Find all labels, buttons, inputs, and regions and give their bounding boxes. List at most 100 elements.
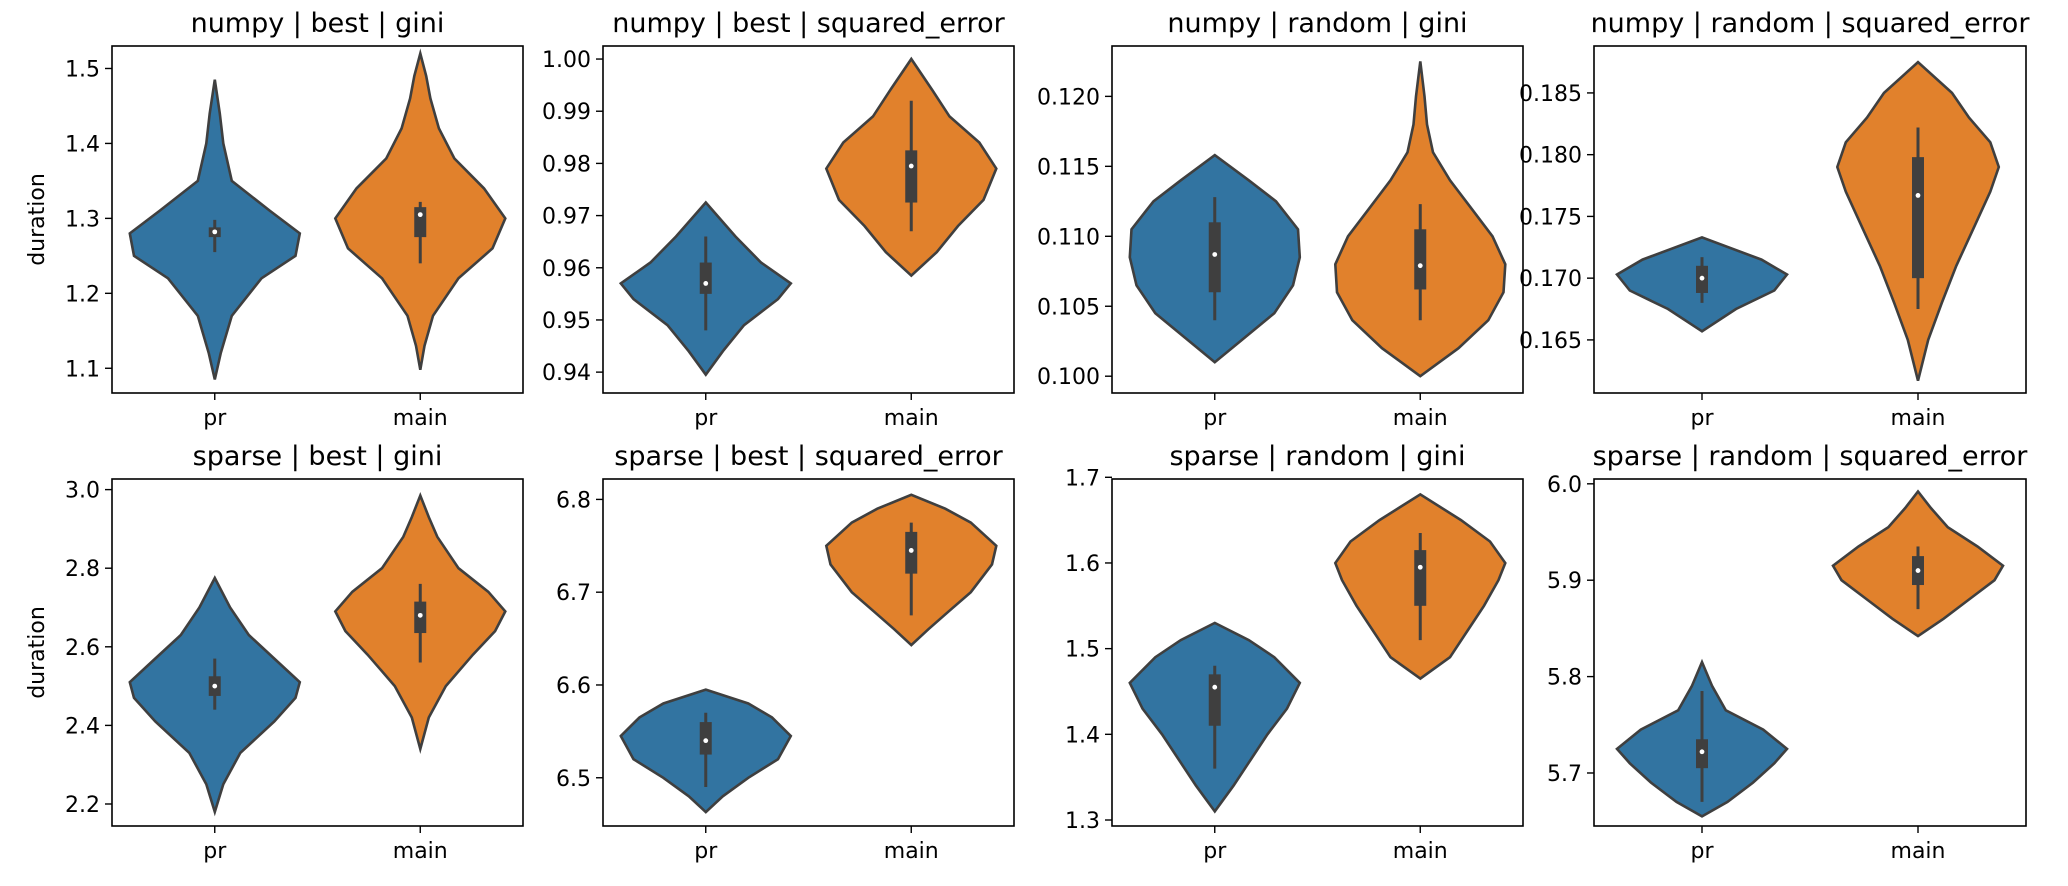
iqr-box-main: [1414, 229, 1427, 290]
median-point-pr: [212, 229, 218, 235]
median-point-main: [417, 212, 423, 218]
y-axis-label: duration: [25, 173, 50, 266]
y-tick-label: 6.7: [556, 581, 591, 606]
x-tick-label: pr: [1203, 839, 1227, 864]
chart-panel: numpy | random | gini 0.100 0.105 0.110 0.11…: [1037, 8, 1524, 431]
chart-panel: numpy | random | squared_error 0.165 0.170…: [1519, 8, 2030, 431]
y-tick-label: 1.5: [1065, 638, 1100, 663]
iqr-box-pr: [1208, 674, 1221, 726]
y-tick-label: 1.4: [65, 132, 100, 157]
y-tick-label: 6.8: [556, 488, 591, 513]
median-point-main: [908, 548, 914, 553]
plot-frame: [1593, 478, 2027, 827]
plot-frame: [1593, 45, 2027, 394]
x-tick-label: pr: [1690, 839, 1714, 864]
chart-title: sparse | random | squared_error: [1593, 441, 2029, 472]
chart-title: numpy | best | gini: [191, 8, 445, 39]
x-tick-label: pr: [1690, 406, 1714, 431]
median-point-pr: [703, 281, 709, 286]
median-point-pr: [1699, 749, 1705, 755]
plot-frame: [111, 478, 524, 827]
median-point-main: [1417, 564, 1423, 570]
y-tick-label: 6.5: [556, 767, 591, 792]
chart-title: sparse | random | gini: [1169, 441, 1465, 472]
median-point-pr: [703, 738, 709, 744]
y-tick-label: 0.115: [1037, 155, 1100, 180]
median-point-main: [1915, 568, 1921, 573]
median-point-pr: [1699, 275, 1705, 281]
iqr-box-pr: [699, 262, 712, 294]
y-tick-label: 1.00: [542, 48, 591, 73]
y-tick-label: 0.100: [1037, 365, 1100, 390]
y-tick-label: 1.3: [65, 207, 100, 232]
x-tick-label: pr: [203, 839, 227, 864]
y-tick-label: 5.9: [1547, 569, 1582, 594]
plot-frame: [602, 478, 1015, 827]
y-tick-label: 0.165: [1519, 329, 1582, 354]
chart-title: numpy | random | squared_error: [1591, 8, 2031, 39]
y-tick-label: 6.0: [1547, 473, 1582, 498]
chart-title: sparse | best | squared_error: [614, 441, 1003, 472]
y-tick-label: 1.1: [65, 357, 100, 382]
chart-title: sparse | best | gini: [193, 441, 443, 472]
y-tick-label: 3.0: [65, 479, 100, 504]
x-tick-label: main: [1393, 406, 1448, 431]
y-tick-label: 0.95: [542, 309, 591, 334]
y-tick-label: 1.2: [65, 282, 100, 307]
x-tick-label: pr: [1203, 406, 1227, 431]
chart-panel: sparse | random | gini 1.3 1.4 1.5 1.6 1.7 pr m…: [1065, 441, 1524, 864]
y-tick-label: 2.8: [65, 557, 100, 582]
x-tick-label: pr: [203, 406, 227, 431]
median-point-pr: [1212, 684, 1218, 690]
y-tick-label: 0.110: [1037, 225, 1100, 250]
y-tick-label: 0.94: [542, 361, 591, 386]
median-point-main: [908, 163, 914, 169]
y-tick-label: 0.99: [542, 100, 591, 125]
median-point-main: [1417, 263, 1423, 269]
median-point-main: [417, 612, 423, 618]
iqr-box-main: [1414, 550, 1427, 606]
iqr-box-main: [905, 150, 918, 203]
y-tick-label: 1.7: [1065, 466, 1100, 491]
chart-panel: sparse | best | squared_error 6.5 6.6 6.7 6.…: [556, 441, 1015, 864]
y-tick-label: 0.120: [1037, 85, 1100, 110]
x-tick-label: main: [884, 839, 939, 864]
y-tick-label: 2.4: [65, 714, 100, 739]
median-point-main: [1915, 193, 1921, 198]
median-point-pr: [1212, 252, 1218, 257]
y-tick-label: 0.105: [1037, 295, 1100, 320]
y-tick-label: 1.6: [1065, 552, 1100, 577]
iqr-box-main: [1912, 157, 1924, 279]
chart-panel: sparse | random | squared_error 5.7 5.8 5.9…: [1547, 441, 2028, 864]
y-tick-label: 5.7: [1547, 762, 1582, 787]
y-tick-label: 0.170: [1519, 267, 1582, 292]
x-tick-label: main: [393, 839, 448, 864]
y-tick-label: 6.6: [556, 674, 591, 699]
y-tick-label: 1.4: [1065, 723, 1100, 748]
plot-frame: [111, 45, 524, 394]
iqr-box-pr: [1208, 222, 1221, 293]
y-tick-label: 0.175: [1519, 205, 1582, 230]
x-tick-label: main: [1393, 839, 1448, 864]
y-tick-label: 0.180: [1519, 144, 1582, 169]
y-tick-label: 2.6: [65, 636, 100, 661]
y-tick-label: 5.8: [1547, 666, 1582, 691]
y-axis-label: duration: [25, 606, 50, 699]
y-tick-label: 2.2: [65, 793, 100, 818]
x-tick-label: pr: [694, 406, 718, 431]
y-tick-label: 1.5: [65, 57, 100, 82]
x-tick-label: main: [1891, 406, 1946, 431]
chart-title: numpy | random | gini: [1167, 8, 1467, 39]
chart-panel: numpy | best | squared_error 0.94 0.95 0.96…: [542, 8, 1015, 431]
plot-frame: [1111, 478, 1524, 827]
median-point-pr: [212, 683, 218, 689]
y-tick-label: 0.97: [542, 205, 591, 230]
y-tick-label: 0.96: [542, 257, 591, 282]
chart-panel: sparse | best | gini 2.2 2.4 2.6 2.8 3.0 pr mai…: [25, 441, 524, 864]
plot-frame: [602, 45, 1015, 394]
chart-title: numpy | best | squared_error: [612, 8, 1005, 39]
x-tick-label: main: [1891, 839, 1946, 864]
iqr-box-main: [414, 207, 427, 238]
y-tick-label: 0.98: [542, 152, 591, 177]
